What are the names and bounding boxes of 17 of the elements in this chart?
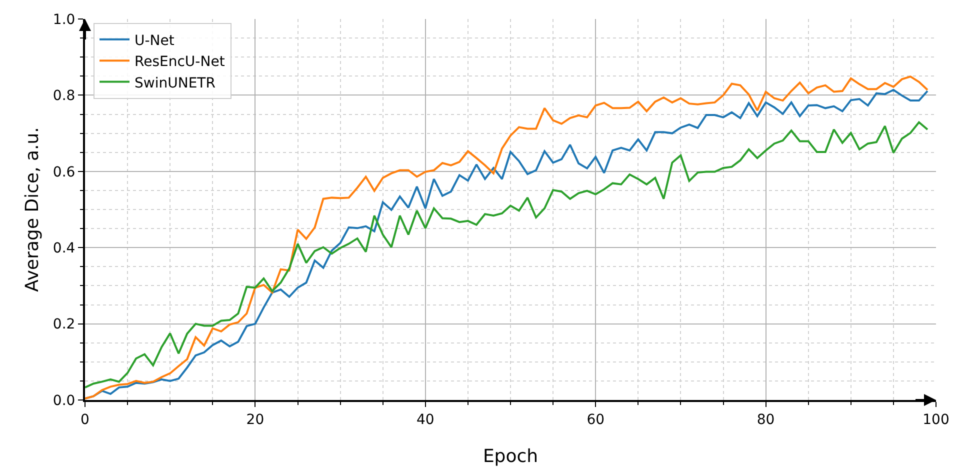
x-tick-label: 80 (756, 412, 775, 428)
y-axis-title: Average Dice, a.u. (22, 127, 43, 292)
x-tick-label: 60 (586, 412, 605, 428)
y-tick-label: 0.6 (52, 164, 76, 180)
y-tick-label: 0.2 (52, 316, 76, 333)
x-tick-label: 100 (922, 412, 950, 428)
legend-label: SwinUNETR (134, 75, 216, 92)
y-tick-label: 0.8 (52, 88, 76, 104)
y-tick-label: 0.4 (52, 240, 76, 256)
x-tick-label: 0 (80, 412, 90, 428)
legend-label: U-Net (134, 32, 175, 49)
y-tick-label: 0.0 (52, 392, 76, 409)
x-tick-label: 20 (246, 412, 264, 428)
y-tick-label: 1.0 (52, 12, 76, 28)
legend-label: ResEncU-Net (134, 54, 226, 70)
x-tick-label: 40 (416, 412, 434, 428)
x-axis-title: Epoch (482, 446, 538, 467)
